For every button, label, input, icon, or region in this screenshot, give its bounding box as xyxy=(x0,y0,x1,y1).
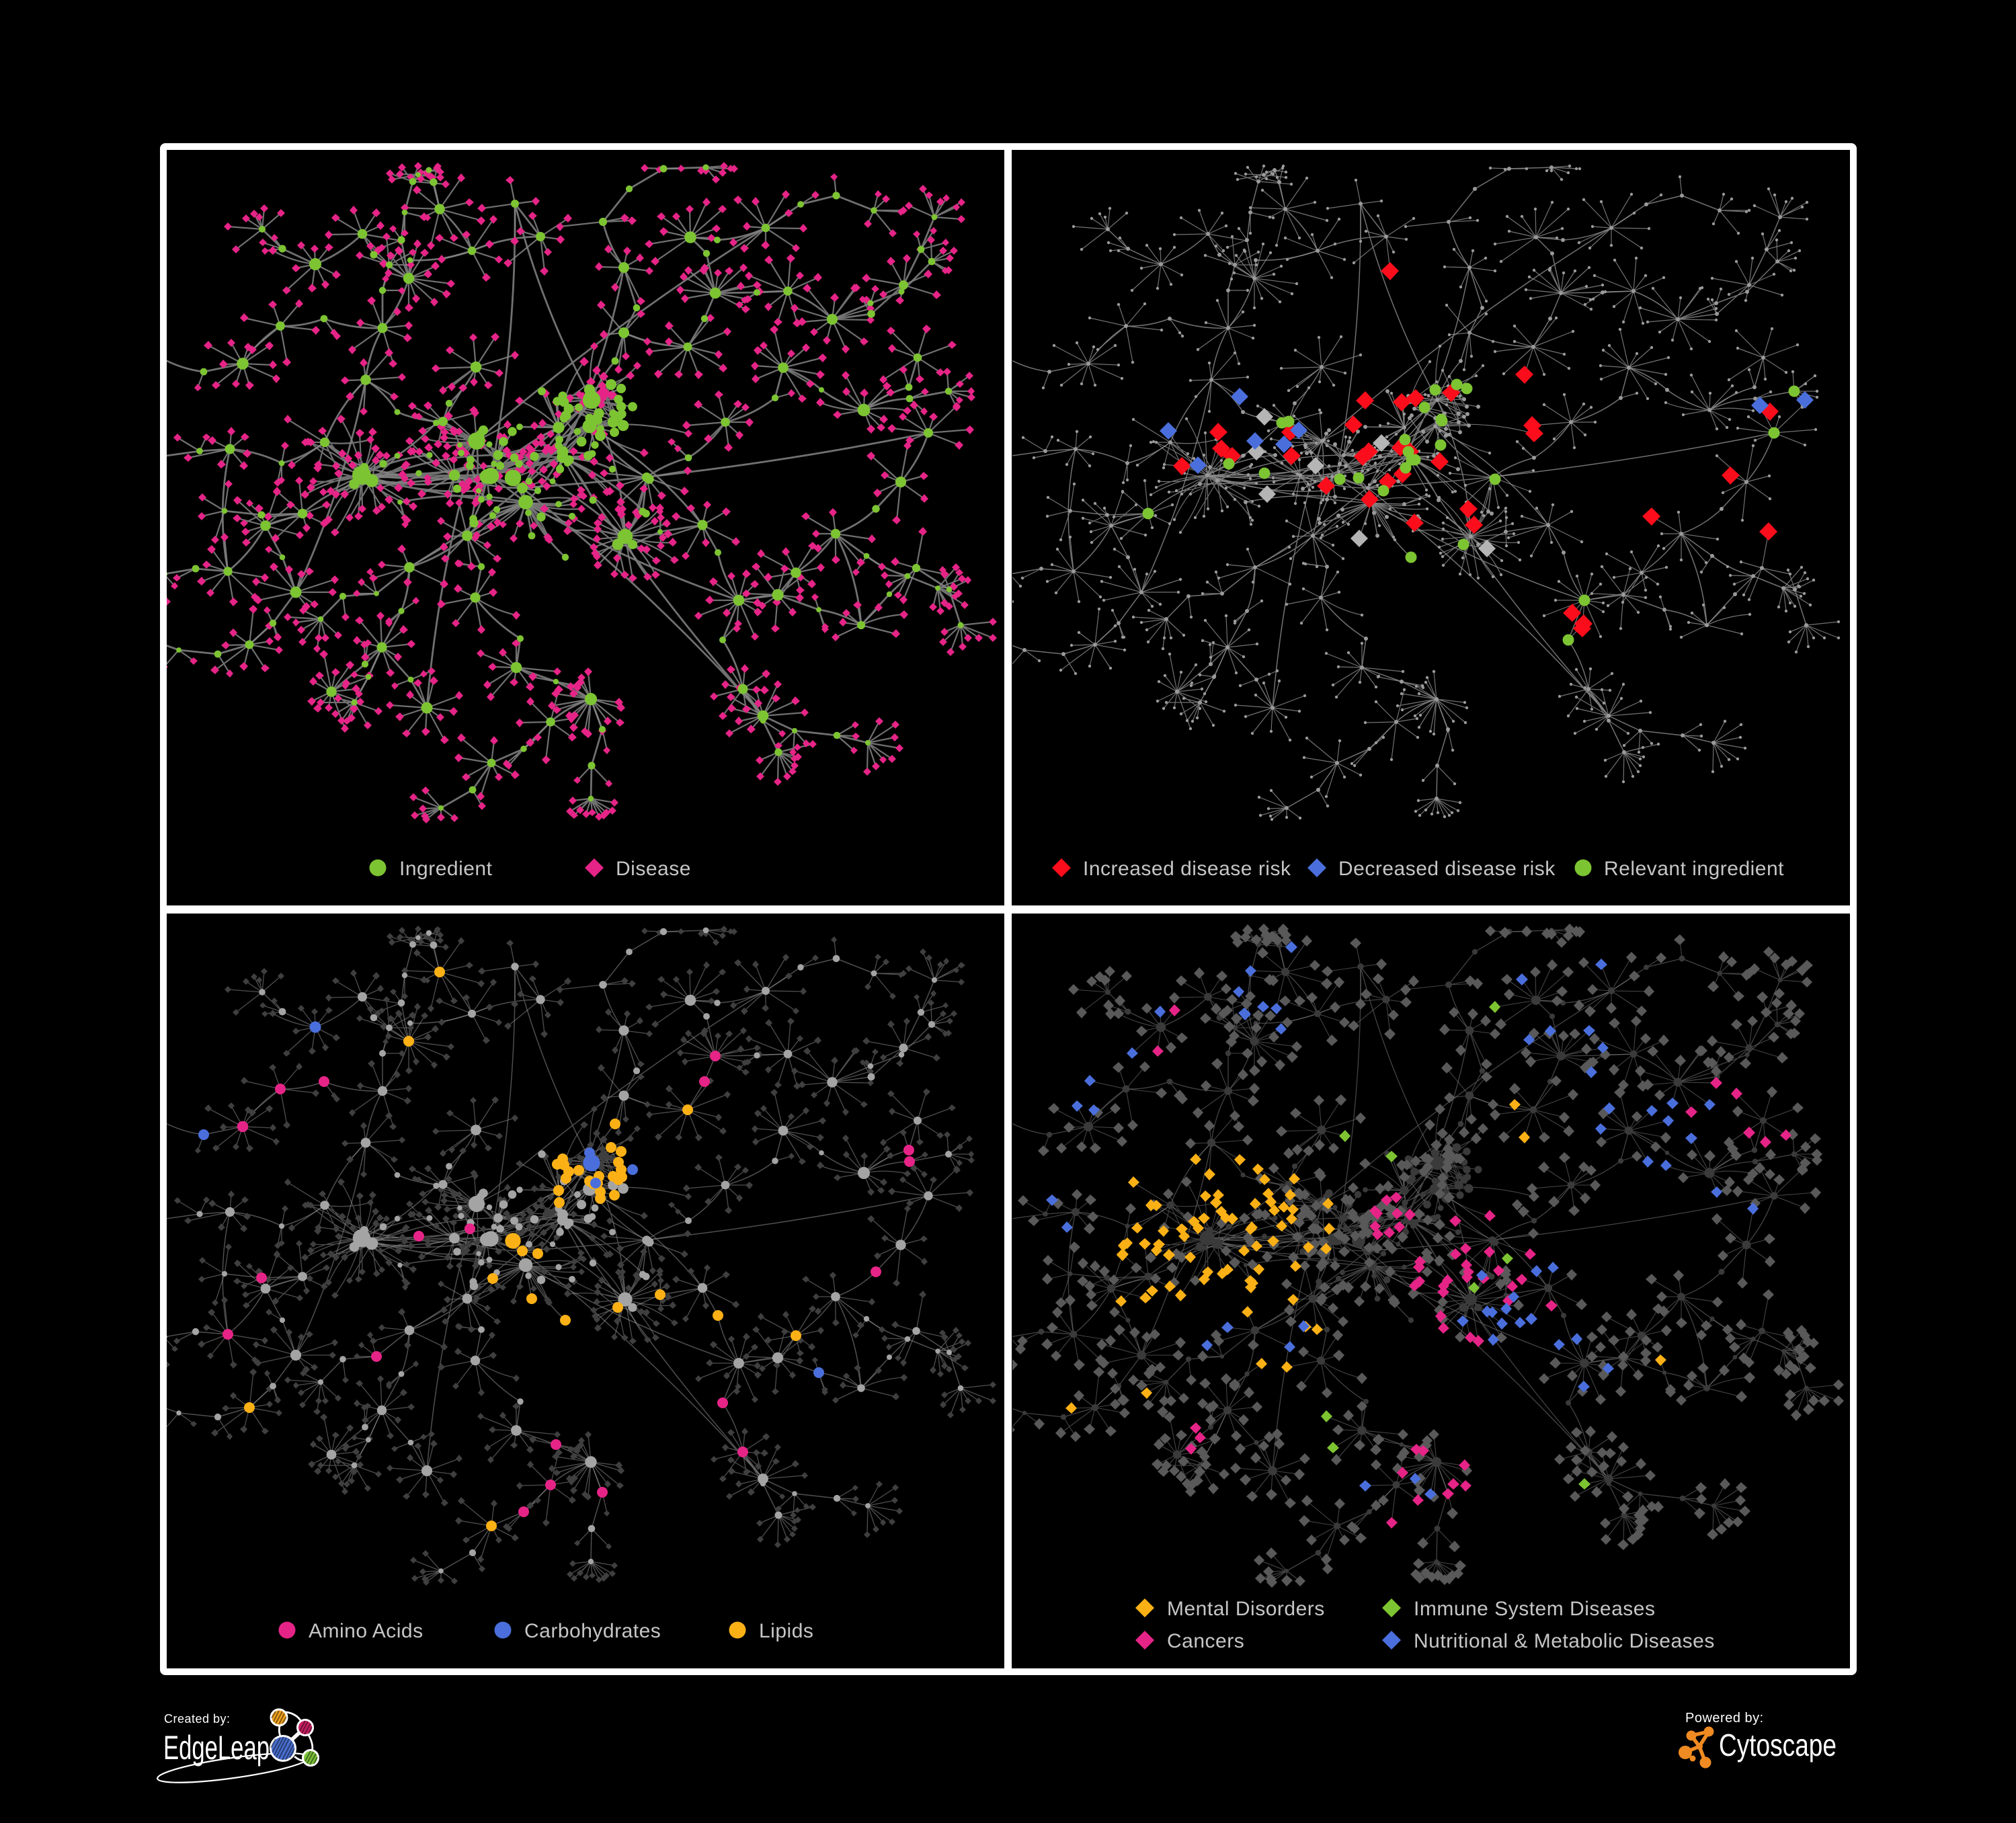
svg-text:Decreased disease risk: Decreased disease risk xyxy=(1338,858,1556,880)
svg-text:Created by:: Created by: xyxy=(164,1712,231,1726)
svg-text:Lipids: Lipids xyxy=(759,1620,813,1642)
svg-text:Amino Acids: Amino Acids xyxy=(309,1620,424,1642)
svg-text:Mental Disorders: Mental Disorders xyxy=(1167,1598,1325,1620)
svg-text:Powered by:: Powered by: xyxy=(1685,1711,1764,1726)
svg-text:Relevant ingredient: Relevant ingredient xyxy=(1604,858,1784,880)
svg-text:Nutritional & Metabolic Diseas: Nutritional & Metabolic Diseases xyxy=(1414,1630,1715,1652)
svg-text:Disease: Disease xyxy=(616,858,691,880)
svg-text:Carbohydrates: Carbohydrates xyxy=(524,1620,661,1642)
svg-text:Increased disease risk: Increased disease risk xyxy=(1083,858,1291,880)
svg-text:Cytoscape: Cytoscape xyxy=(1719,1728,1837,1763)
svg-text:Immune System Diseases: Immune System Diseases xyxy=(1414,1598,1655,1620)
svg-text:Ingredient: Ingredient xyxy=(399,858,493,880)
svg-text:Cancers: Cancers xyxy=(1167,1630,1244,1652)
